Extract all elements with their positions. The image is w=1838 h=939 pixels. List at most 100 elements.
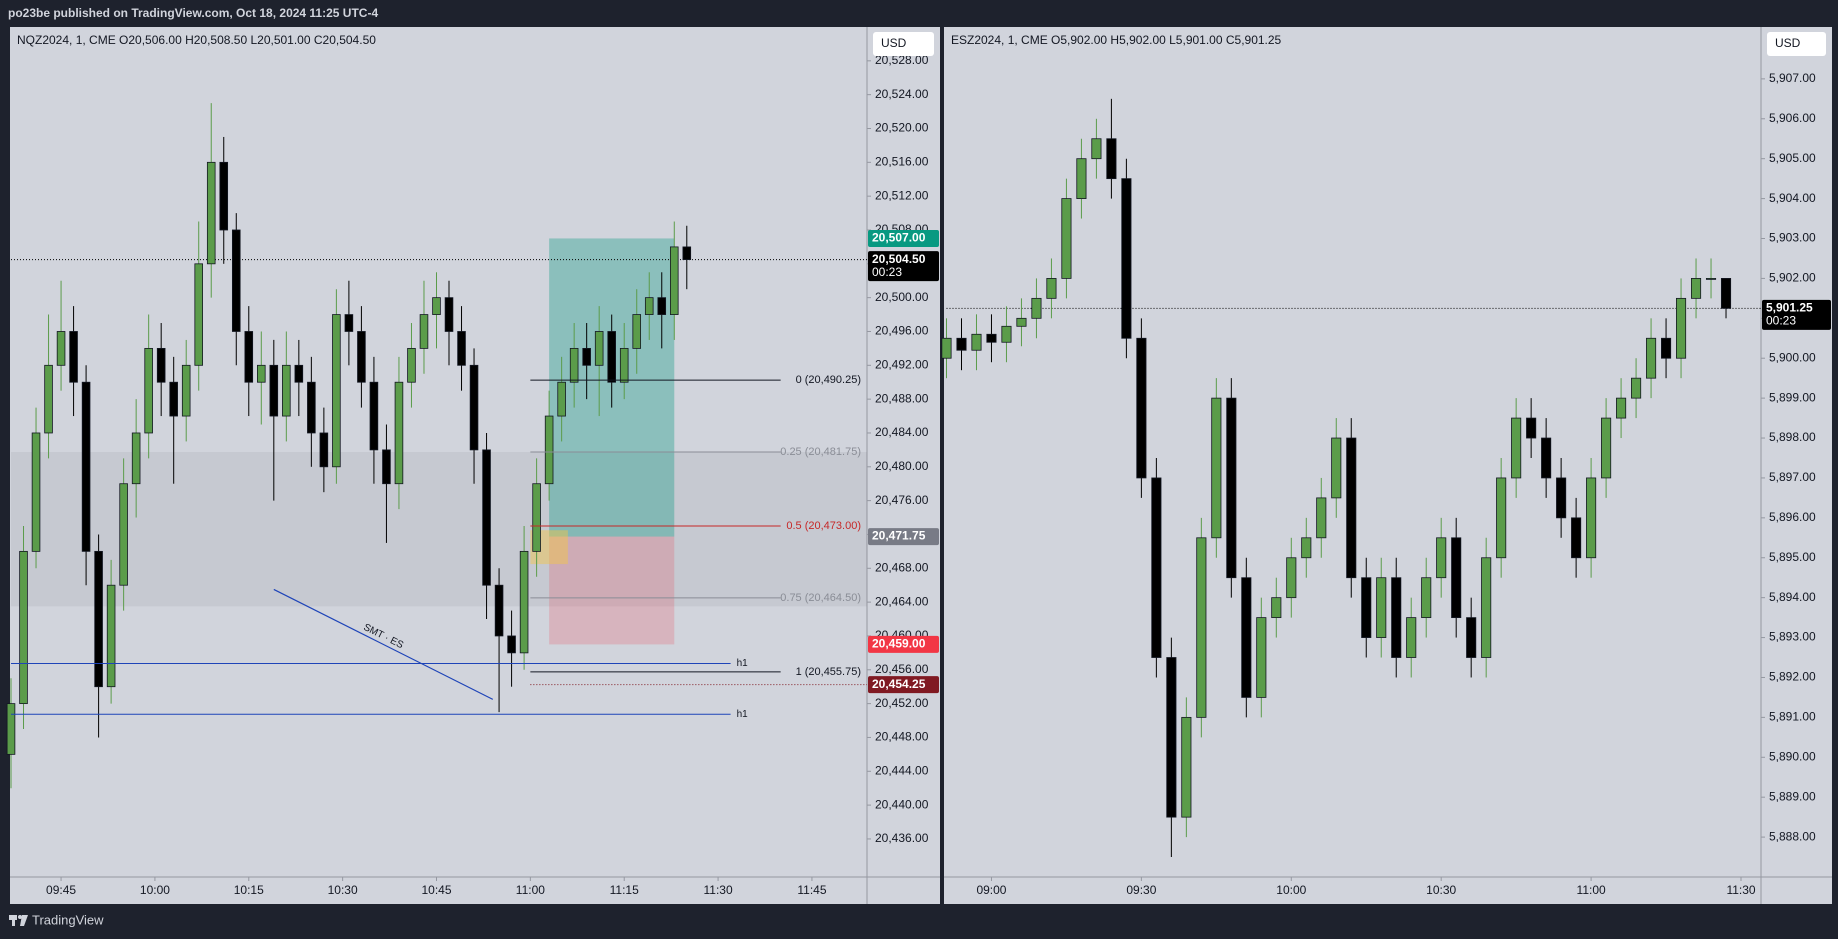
candle-body — [1121, 178, 1132, 339]
x-tick-label: 09:30 — [1126, 883, 1156, 897]
price-tag-countdown: 00:23 — [872, 265, 902, 279]
h-line-label: h1 — [737, 658, 749, 669]
candle-body — [1466, 617, 1477, 658]
candle-body — [482, 449, 491, 586]
candle-body — [294, 364, 304, 383]
currency-label[interactable]: USD — [1775, 36, 1801, 50]
plot-area — [941, 98, 1761, 858]
candle-body — [557, 381, 566, 417]
candle-body — [1361, 577, 1372, 638]
price-tag-label: 20,454.25 — [872, 677, 926, 691]
candle-body — [1211, 397, 1222, 539]
candle-body — [319, 432, 329, 468]
x-tick-label: 09:00 — [976, 883, 1006, 897]
position-stop — [549, 536, 675, 645]
candle-body — [444, 297, 454, 332]
y-tick-label: 20,452.00 — [875, 696, 929, 710]
candle-body — [956, 337, 967, 351]
candle-body — [469, 364, 479, 451]
candle-body — [657, 297, 667, 315]
candle-body — [1526, 417, 1537, 439]
currency-button[interactable] — [873, 32, 934, 56]
price-tag — [868, 528, 939, 546]
candle-body — [669, 246, 679, 315]
y-tick-label: 5,889.00 — [1769, 789, 1816, 803]
candle-body — [307, 381, 316, 434]
candle-body — [1391, 577, 1402, 658]
plot-area: 0 (20,490.25) 0.25 (20,481.75) 0.5 (20,473… — [6, 103, 867, 789]
publish-header: po23be published on TradingView.com, Oct… — [8, 6, 378, 20]
y-tick-label: 5,891.00 — [1769, 710, 1816, 724]
candle-body — [1106, 138, 1117, 180]
candle-body — [594, 331, 604, 366]
candle-body — [1436, 537, 1447, 579]
y-tick-label: 5,888.00 — [1769, 829, 1816, 843]
candle-body — [231, 229, 241, 332]
y-tick-label: 20,456.00 — [875, 662, 929, 676]
candle-body — [1421, 577, 1432, 619]
candle-body — [1571, 517, 1582, 559]
candle-body — [282, 364, 291, 417]
y-tick-label: 20,484.00 — [875, 425, 929, 439]
x-tick-label: 11:15 — [610, 883, 639, 897]
candle-body — [1316, 497, 1327, 539]
candle-body — [1151, 477, 1162, 658]
candle-body — [219, 161, 229, 231]
candle-body — [1166, 657, 1177, 818]
y-tick-label: 5,905.00 — [1769, 151, 1816, 165]
trend-line — [273, 588, 494, 700]
y-tick-label: 5,907.00 — [1769, 71, 1816, 85]
currency-label[interactable]: USD — [881, 36, 907, 50]
candle-body — [519, 550, 529, 654]
candle-body — [1406, 617, 1417, 658]
y-tick-label: 20,464.00 — [875, 594, 929, 608]
candle-body — [31, 432, 41, 552]
candle-body — [1586, 477, 1597, 559]
candle-body — [369, 381, 379, 451]
y-tick-label: 20,524.00 — [875, 87, 929, 101]
candle-body — [1451, 537, 1462, 619]
y-tick-label: 5,903.00 — [1769, 231, 1816, 245]
candle-body — [394, 381, 404, 485]
candle-body — [682, 246, 692, 260]
y-tick-label: 5,900.00 — [1769, 350, 1816, 364]
y-tick-label: 20,480.00 — [875, 459, 929, 473]
x-tick-label: 11:30 — [704, 883, 733, 897]
brand[interactable]: TradingView — [32, 912, 104, 927]
y-tick-label: 5,906.00 — [1769, 111, 1816, 125]
candle-body — [19, 550, 28, 705]
y-tick-label: 20,448.00 — [875, 730, 929, 744]
x-tick-label: 11:00 — [516, 883, 545, 897]
fib-label: 0 (20,490.25) — [796, 374, 861, 386]
candle-body — [432, 297, 441, 315]
candle-body — [507, 635, 516, 654]
candle-body — [1646, 337, 1657, 379]
candle-body — [1496, 477, 1507, 559]
currency-button[interactable] — [1767, 32, 1826, 56]
y-tick-label: 20,436.00 — [875, 831, 929, 845]
candle-body — [457, 331, 466, 366]
candle-body — [1720, 278, 1732, 309]
fib-label: 1 (20,455.75) — [796, 666, 861, 678]
price-tag-label: 5,901.25 — [1766, 301, 1813, 315]
candle-body — [382, 449, 391, 485]
candle-body — [6, 703, 16, 755]
x-tick-label: 10:15 — [234, 883, 264, 897]
chart-panel: 0 (20,490.25) 0.25 (20,481.75) 0.5 (20,473… — [6, 27, 940, 904]
candle-body — [607, 331, 616, 383]
price-tag — [1762, 299, 1831, 330]
candle-body — [257, 364, 266, 383]
y-tick-label: 20,476.00 — [875, 493, 929, 507]
candle-body — [1331, 437, 1342, 499]
y-tick-label: 20,516.00 — [875, 154, 929, 168]
candle-body — [1541, 437, 1552, 479]
candle-body — [1676, 297, 1687, 359]
candle-body — [407, 347, 416, 383]
candle-body — [81, 381, 91, 552]
zone — [11, 452, 867, 607]
candle-body — [344, 314, 354, 332]
candle-body — [1046, 278, 1057, 299]
candle-body — [194, 263, 203, 366]
price-tag-label: 20,507.00 — [872, 231, 926, 245]
